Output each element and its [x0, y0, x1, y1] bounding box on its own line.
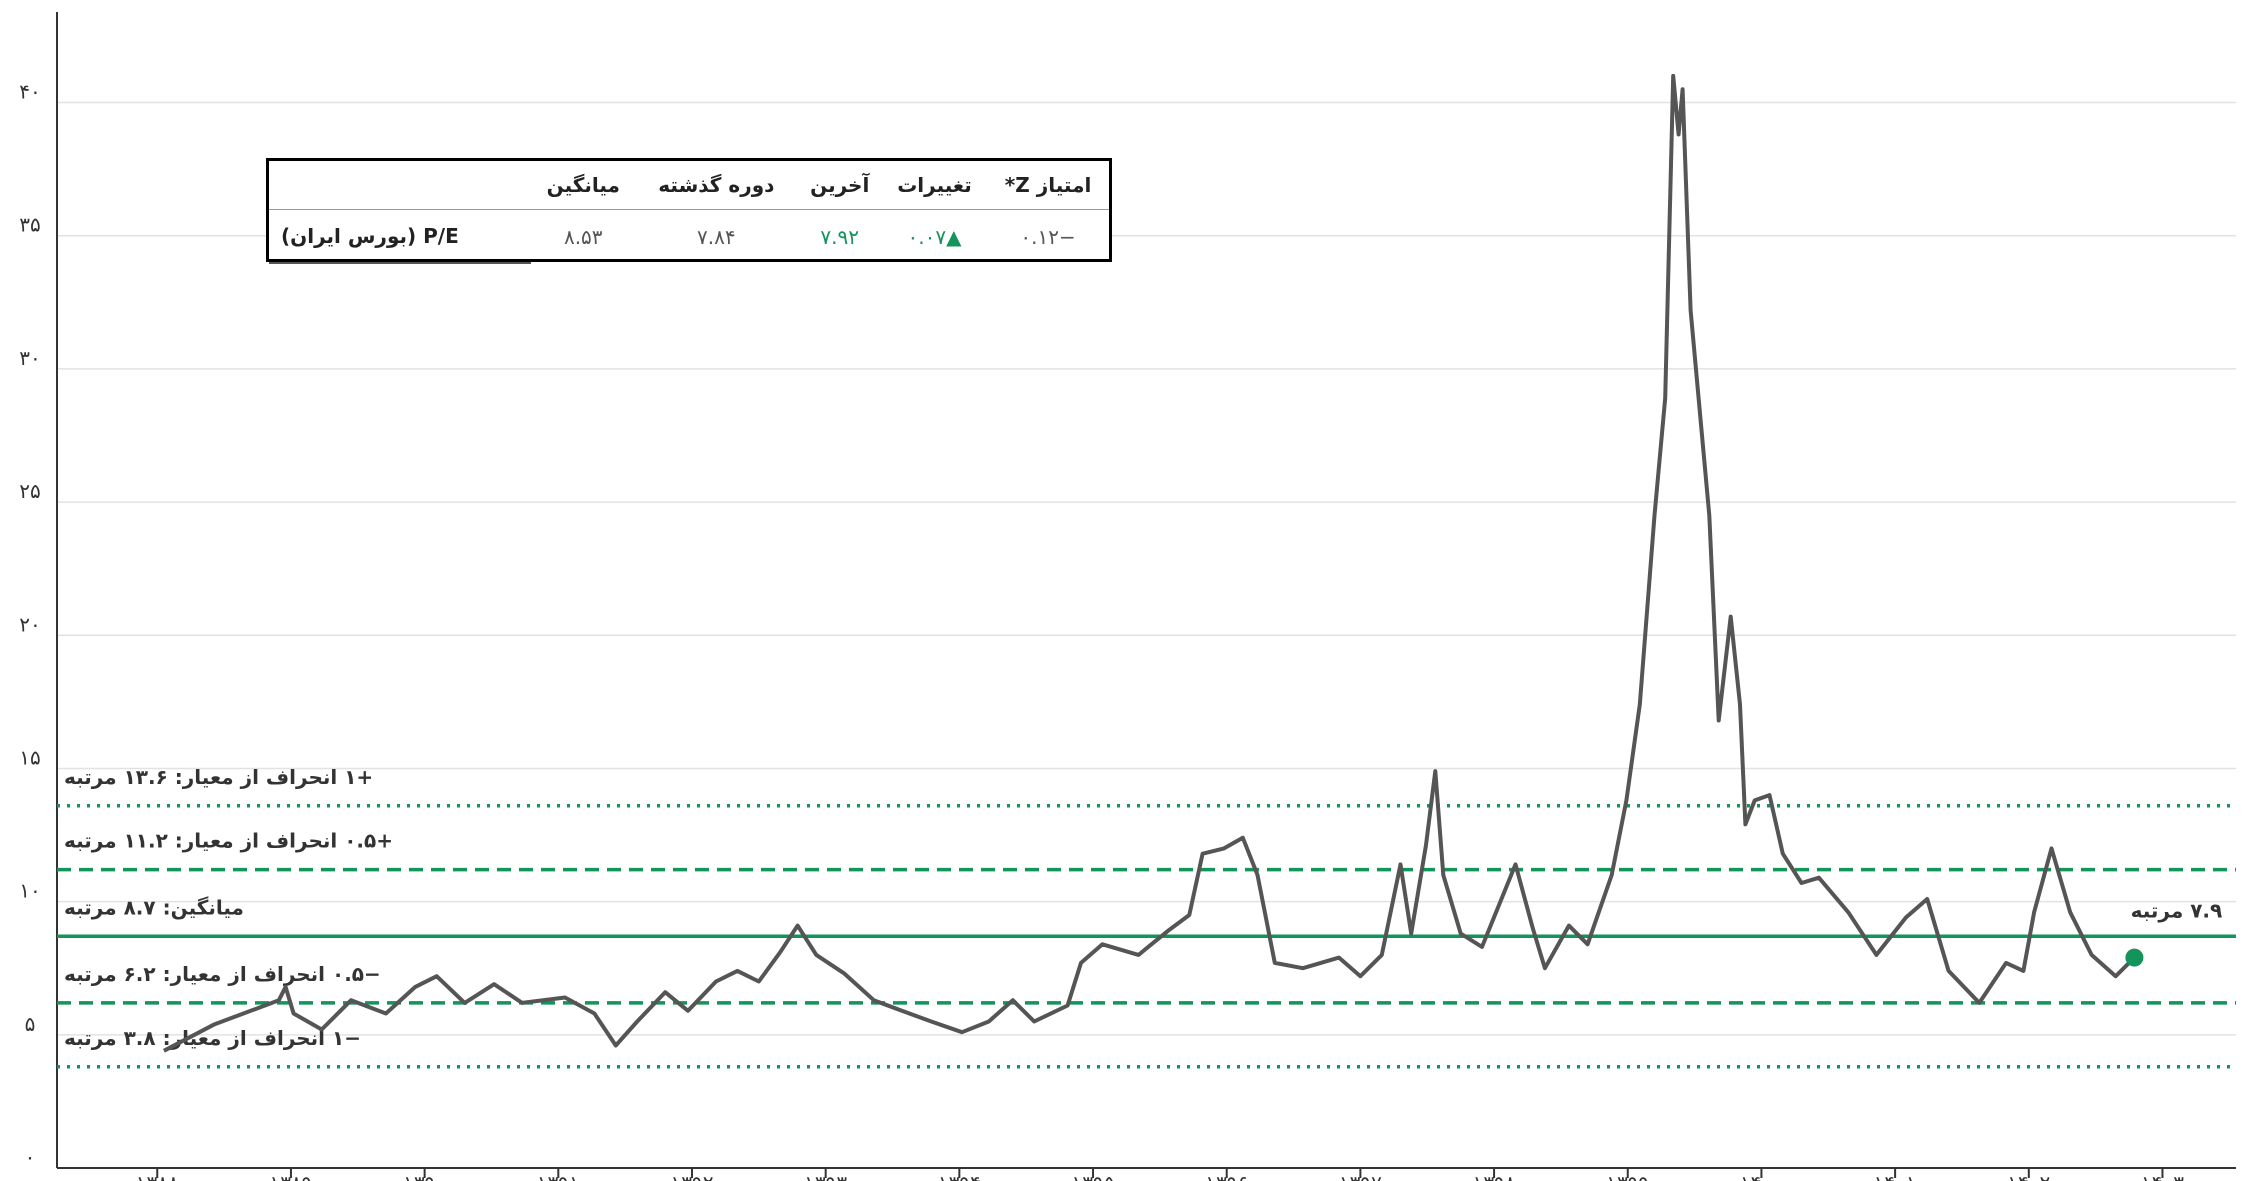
reference-label: −۱ انحراف از معیار: ۳.۸ مرتبه — [64, 1026, 361, 1050]
header: تغییرات — [897, 173, 972, 197]
y-tick-label: ۲۰ — [19, 612, 40, 636]
y-tick-label: ۳۰ — [19, 346, 40, 370]
y-tick-label: ۴۰ — [19, 80, 40, 104]
x-tick-label: ۱۴۰۳ — [2141, 1171, 2184, 1181]
x-tick-label: ۱۳۹۷ — [1339, 1171, 1382, 1181]
x-tick-label: ۱۳۹۵ — [1072, 1171, 1115, 1181]
reference-label: +۰.۵ انحراف از معیار: ۱۱.۲ مرتبه — [64, 829, 393, 853]
end-marker — [2125, 948, 2144, 967]
x-tick-label: ۱۳۸۸ — [136, 1171, 179, 1181]
corner — [269, 161, 531, 210]
cell: ▲۰.۰۷ — [881, 209, 988, 263]
series-line — [162, 73, 2136, 1053]
row-label: P/E (بورس ایران) — [269, 209, 532, 264]
end-label: ۷.۹ مرتبه — [2131, 899, 2223, 923]
y-tick-label: ۲۵ — [19, 479, 40, 503]
reference-label: +۱ انحراف از معیار: ۱۳.۶ مرتبه — [64, 765, 373, 789]
x-tick-label: ۱۴۰۰ — [1740, 1171, 1783, 1181]
y-tick-label: ۱۵ — [19, 745, 40, 769]
x-tick-label: ۱۳۹۹ — [1606, 1171, 1649, 1181]
row: P/E (بورس ایران) ۸.۵۳ ۷.۸۴ ۷.۹۲ ▲۰.۰۷ −۰… — [269, 209, 1109, 264]
header: میانگین — [546, 173, 620, 197]
header: دوره گذشته — [658, 173, 775, 197]
x-tick-label: ۱۳۹۱ — [537, 1171, 580, 1181]
header-row: میانگین دوره گذشته آخرین تغییرات امتیاز … — [269, 161, 1109, 210]
x-tick-label: ۱۳۹۳ — [804, 1171, 847, 1181]
cell: ۷.۹۲ — [797, 209, 882, 263]
cell: −۰.۱۲ — [987, 209, 1109, 263]
x-tick-label: ۱۳۹۲ — [671, 1171, 714, 1181]
x-tick-label: ۱۳۹۶ — [1205, 1171, 1248, 1181]
table: میانگین دوره گذشته آخرین تغییرات امتیاز … — [269, 161, 1109, 264]
x-tick-label: ۱۴۰۲ — [2007, 1171, 2050, 1181]
header: امتیاز Z* — [1004, 173, 1092, 197]
reference-label: میانگین: ۸.۷ مرتبه — [64, 895, 244, 919]
summary-table: میانگین دوره گذشته آخرین تغییرات امتیاز … — [266, 158, 1112, 264]
x-tick-label: ۱۳۹۸ — [1473, 1171, 1516, 1181]
y-tick-label: ۳۵ — [19, 213, 40, 237]
reference-label: −۰.۵ انحراف از معیار: ۶.۲ مرتبه — [64, 962, 381, 986]
x-tick-label: ۱۳۸۹ — [269, 1171, 312, 1181]
x-tick-label: ۱۳۹۰ — [403, 1171, 446, 1181]
cell: ۷.۸۴ — [635, 209, 798, 263]
cell: ۸.۵۳ — [531, 209, 636, 263]
x-tick-label: ۱۴۰۱ — [1874, 1171, 1917, 1181]
y-tick-label: ۵ — [25, 1012, 36, 1036]
y-tick-label: ۱۰ — [19, 879, 40, 903]
x-tick-label: ۱۳۹۴ — [938, 1171, 981, 1181]
header: آخرین — [810, 173, 870, 197]
y-tick-label: ۰ — [25, 1145, 36, 1169]
